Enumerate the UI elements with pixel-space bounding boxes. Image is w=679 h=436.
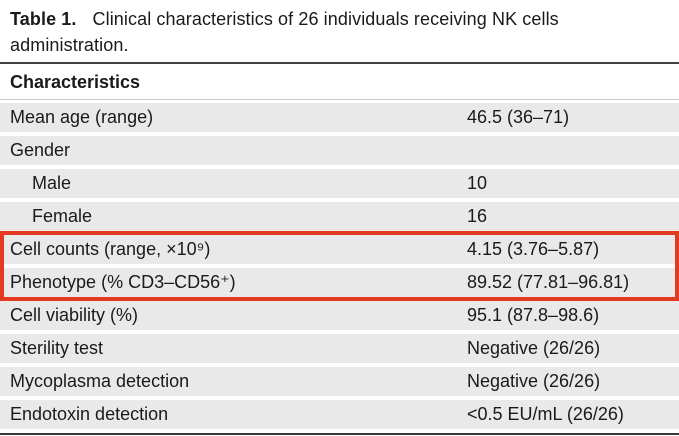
table-bottom-rule (0, 433, 679, 435)
table-row-endotoxin-detection: Endotoxin detection <0.5 EU/mL (26/26) (0, 400, 679, 429)
row-value: Negative (26/26) (467, 371, 601, 391)
row-label: Female (32, 206, 93, 226)
table-row-sterility-test: Sterility test Negative (26/26) (0, 334, 679, 363)
table-row-cell-counts: Cell counts (range, ×10⁹) 4.15 (3.76–5.8… (0, 235, 679, 264)
row-value: 10 (467, 173, 488, 193)
row-label: Endotoxin detection (10, 404, 169, 424)
table-header-row: Characteristics (0, 64, 679, 100)
row-value: <0.5 EU/mL (26/26) (467, 404, 624, 424)
row-label: Cell counts (range, ×10⁹) (10, 239, 211, 259)
row-label: Cell viability (%) (10, 305, 139, 325)
row-label: Phenotype (% CD3–CD56⁺) (10, 272, 236, 292)
table-row-cell-viability: Cell viability (%) 95.1 (87.8–98.6) (0, 301, 679, 330)
row-label: Sterility test (10, 338, 104, 358)
row-value: Negative (26/26) (467, 338, 601, 358)
row-value: 89.52 (77.81–96.81) (467, 272, 630, 292)
row-value: 95.1 (87.8–98.6) (467, 305, 600, 325)
table-row-mean-age: Mean age (range) 46.5 (36–71) (0, 103, 679, 132)
table-caption-text: Clinical characteristics of 26 individua… (10, 9, 559, 55)
table-row-phenotype: Phenotype (% CD3–CD56⁺) 89.52 (77.81–96.… (0, 268, 679, 297)
row-value: 46.5 (36–71) (467, 107, 570, 127)
table-caption-number: Table 1. (10, 9, 77, 29)
row-label: Mycoplasma detection (10, 371, 190, 391)
table-row-mycoplasma-detection: Mycoplasma detection Negative (26/26) (0, 367, 679, 396)
row-label: Gender (10, 140, 71, 160)
row-label: Male (32, 173, 72, 193)
row-value: 16 (467, 206, 488, 226)
table-row-male: Male 10 (0, 169, 679, 198)
characteristics-table: Characteristics Mean age (range) 46.5 (3… (0, 62, 679, 435)
table-row-gender: Gender (0, 136, 679, 165)
row-label: Mean age (range) (10, 107, 154, 127)
table-header-label: Characteristics (10, 72, 141, 92)
table-caption: Table 1. Clinical characteristics of 26 i… (10, 6, 655, 58)
table-row-female: Female 16 (0, 202, 679, 231)
row-value: 4.15 (3.76–5.87) (467, 239, 600, 259)
